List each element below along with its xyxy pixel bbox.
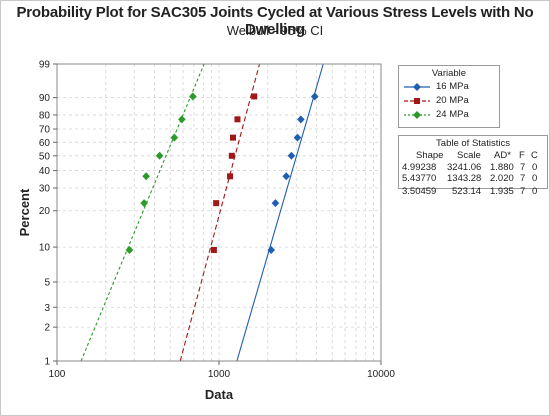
y-axis-label: Percent <box>17 188 32 236</box>
data-point-series-0 <box>297 115 305 124</box>
stats-header-c: C <box>531 150 538 161</box>
data-point-series-0 <box>310 92 319 101</box>
statistics-table: Table of Statistics Shape Scale AD* F C … <box>398 135 548 189</box>
data-point-series-2 <box>178 115 186 124</box>
legend-label-16mpa: 16 MPa <box>436 81 469 92</box>
fit-lines <box>80 64 324 361</box>
chart-title: Probability Plot for SAC305 Joints Cycle… <box>16 4 534 38</box>
stats-cell-scale: 523.14 <box>452 186 482 197</box>
y-tick-label: 40 <box>39 166 51 177</box>
y-tick-label: 10 <box>39 243 51 254</box>
data-point-series-0 <box>293 133 302 142</box>
stats-cell-ad: 2.020 <box>490 173 514 184</box>
chart-subtitle: Weibull - 95% CI <box>226 23 324 38</box>
legend-title: Variable <box>431 68 467 79</box>
stats-header-f: F <box>519 150 525 161</box>
stats-cell-c: 0 <box>532 162 538 173</box>
statistics-table-title: Table of Statistics <box>436 138 510 149</box>
y-tick-label: 60 <box>39 138 51 149</box>
data-point-series-0 <box>282 172 291 181</box>
stats-cell-ad: 1.880 <box>490 162 514 173</box>
data-point-series-2 <box>140 199 148 208</box>
legend-label-24mpa: 24 MPa <box>436 109 469 120</box>
legend-swatch-20mpa <box>404 98 430 104</box>
y-tick-label: 80 <box>39 110 51 121</box>
stats-cell-f: 7 <box>520 186 526 197</box>
stats-header-scale: Scale <box>457 150 481 161</box>
data-point-series-0 <box>271 199 280 208</box>
stats-cell-scale: 3241.06 <box>447 162 482 173</box>
legend: Variable 16 MPa 20 MPa 24 MPa <box>398 65 500 128</box>
legend-item-16mpa: 16 MPa <box>403 81 498 93</box>
stats-cell-c: 0 <box>532 186 538 197</box>
stats-cell-f: 7 <box>520 173 526 184</box>
y-tick-label: 2 <box>44 323 50 334</box>
data-point-series-2 <box>125 245 134 254</box>
stats-cell-ad: 1.935 <box>490 186 514 197</box>
stats-header-shape: Shape <box>416 150 444 161</box>
data-point-series-1 <box>234 116 241 123</box>
legend-label-20mpa: 20 MPa <box>436 95 469 106</box>
data-point-series-1 <box>229 134 236 141</box>
stats-cell-shape: 3.50459 <box>402 186 437 197</box>
legend-swatch-16mpa <box>404 83 430 91</box>
data-point-series-1 <box>228 152 235 159</box>
data-point-series-1 <box>251 93 258 100</box>
data-point-series-2 <box>142 172 150 181</box>
x-axis-label: Data <box>205 387 234 402</box>
stats-cell-f: 7 <box>520 162 526 173</box>
data-point-series-1 <box>210 246 217 253</box>
y-tick-label: 99 <box>39 60 51 71</box>
stats-header-ad: AD* <box>494 150 511 161</box>
legend-item-24mpa: 24 MPa <box>403 109 498 121</box>
data-point-series-2 <box>170 133 179 142</box>
data-points <box>125 92 319 254</box>
data-point-series-2 <box>155 151 164 160</box>
y-tick-label: 1 <box>44 357 50 368</box>
data-point-series-0 <box>287 151 296 160</box>
data-point-series-0 <box>267 245 275 254</box>
x-tick-label: 1000 <box>208 369 231 380</box>
stats-cell-scale: 1343.28 <box>447 173 482 184</box>
fit-line-series-0 <box>236 64 324 361</box>
y-tick-label: 90 <box>39 93 51 104</box>
data-point-series-1 <box>227 173 234 180</box>
y-tick-label: 70 <box>39 125 51 136</box>
grid <box>57 64 381 361</box>
stats-cell-shape: 5.43770 <box>402 173 437 184</box>
legend-swatch-24mpa <box>404 111 430 119</box>
stats-cell-c: 0 <box>532 173 538 184</box>
axes: 100 1000 10000 1 2 3 5 10 20 30 40 50 60 70 80 90 99 <box>39 60 395 381</box>
y-tick-label: 50 <box>39 151 51 162</box>
stats-cell-shape: 4.99238 <box>402 162 437 173</box>
statistics-table-row-3: 3.50459 523.14 1.935 7 0 <box>398 186 546 200</box>
x-tick-label: 100 <box>49 369 66 380</box>
fit-line-series-2 <box>80 64 205 361</box>
y-tick-label: 20 <box>39 206 51 217</box>
data-point-series-1 <box>213 200 220 207</box>
y-tick-label: 30 <box>39 183 51 194</box>
x-tick-label: 10000 <box>367 369 395 380</box>
legend-item-20mpa: 20 MPa <box>403 95 498 107</box>
y-tick-label: 3 <box>44 303 50 314</box>
fit-line-series-1 <box>179 64 261 361</box>
y-tick-label: 5 <box>44 277 50 288</box>
data-point-series-2 <box>189 92 197 101</box>
